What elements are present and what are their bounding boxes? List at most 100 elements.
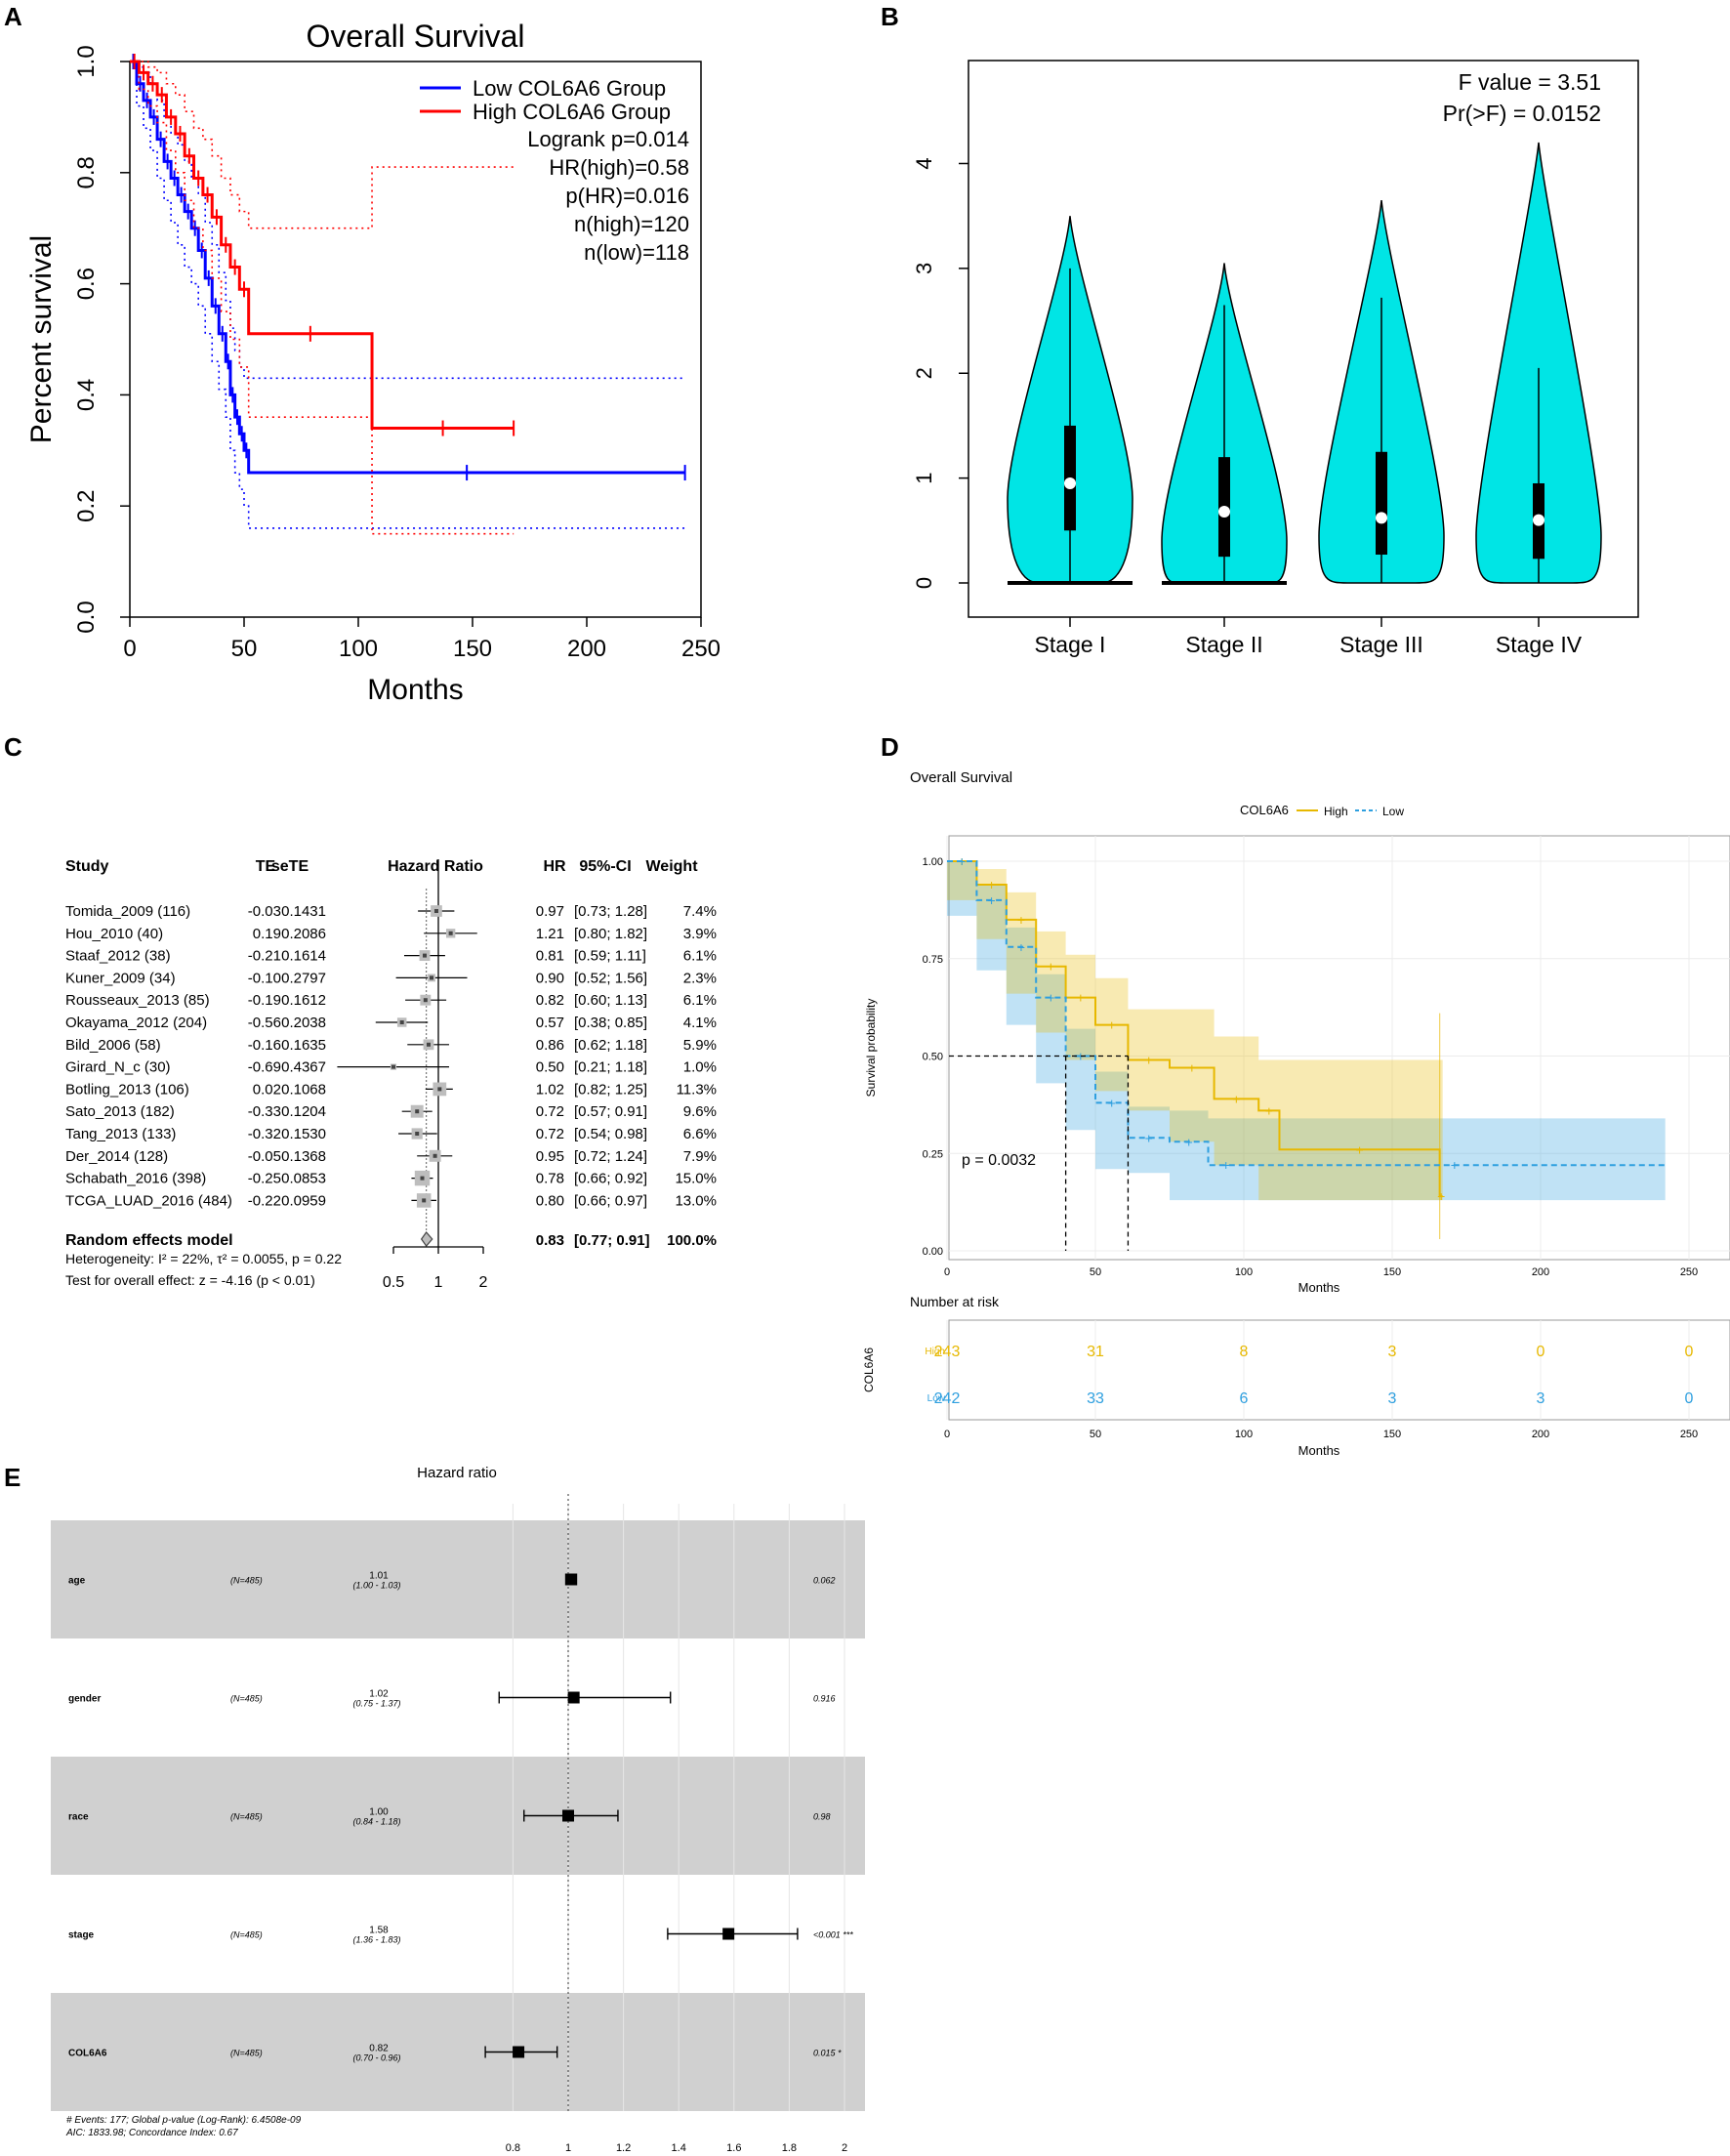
low-censor-mark: + [1017, 939, 1025, 955]
study-name: Botling_2013 (106) [65, 1081, 189, 1098]
p-value: 0.916 [813, 1694, 836, 1704]
column-header: seTE [271, 858, 309, 875]
risk-count: 0 [1685, 1390, 1694, 1407]
hr-value: 0.95 [536, 1148, 564, 1165]
low-censor-mark: + [988, 892, 996, 908]
y-axis-label: Survival probability [864, 999, 878, 1098]
high-censor-mark: + [1108, 1017, 1116, 1033]
low-survival-curve [947, 860, 1666, 1167]
risk-count: 3 [1388, 1344, 1397, 1360]
study-name: Schabath_2016 (398) [65, 1171, 206, 1187]
study-point [448, 931, 453, 935]
risk-group-label: Low [927, 1393, 946, 1404]
te-value: -0.32 [248, 1126, 281, 1142]
risk-x-tick-label: 0 [944, 1429, 950, 1440]
ci-value: (0.70 - 0.96) [352, 2053, 400, 2063]
study-name: Bild_2006 (58) [65, 1037, 161, 1054]
sete-value: 0.2086 [281, 926, 326, 942]
category-label: Stage IV [1496, 632, 1583, 657]
weight-value: 6.6% [683, 1126, 717, 1142]
x-tick-label: 1.4 [672, 2142, 686, 2154]
risk-x-tick-label: 100 [1235, 1429, 1253, 1440]
hr-value: 1.21 [536, 926, 564, 942]
hr-value: 0.86 [536, 1037, 564, 1054]
study-name: Girard_N_c (30) [65, 1059, 171, 1076]
y-tick-label: 0.2 [73, 490, 100, 522]
high-censor-mark: + [1047, 959, 1054, 974]
risk-table-frame [948, 1319, 1730, 1421]
low-censor-mark: + [1145, 1130, 1153, 1145]
sete-value: 0.1614 [281, 948, 326, 965]
te-value: -0.05 [248, 1148, 281, 1165]
hr-value: 0.82 [369, 2044, 389, 2054]
high-censor-mark: + [1188, 1059, 1196, 1075]
high-censor-mark: + [1145, 1052, 1153, 1067]
panel-label-c: C [4, 732, 22, 762]
column-header: Weight [645, 858, 698, 875]
study-point [430, 975, 434, 980]
hr-value: 1.58 [369, 1926, 389, 1936]
ci-value: [0.73; 1.28] [574, 903, 647, 920]
high-censor-mark: + [1437, 1188, 1445, 1204]
x-tick-label: 2 [842, 2142, 847, 2154]
footer-events: # Events: 177; Global p-value (Log-Rank)… [66, 2115, 302, 2126]
plot-frame [129, 61, 702, 618]
hr-point [562, 1809, 574, 1822]
pvalue-label: p = 0.0032 [962, 1152, 1036, 1169]
low-censor-mark: + [958, 853, 966, 869]
y-tick-label: 3 [912, 263, 936, 274]
sete-value: 0.1368 [281, 1148, 326, 1165]
high-censor-mark: + [1017, 912, 1025, 928]
study-name: Tomida_2009 (116) [65, 903, 190, 920]
risk-count: 3 [1537, 1390, 1545, 1407]
stat-annotation: F value = 3.51 [1459, 69, 1601, 95]
risk-count: 33 [1087, 1390, 1104, 1407]
ci-value: (0.75 - 1.37) [352, 1699, 400, 1709]
plot-frame [968, 60, 1639, 618]
sete-value: 0.0959 [281, 1192, 326, 1209]
ci-value: [0.80; 1.82] [574, 926, 647, 942]
legend-label: Low COL6A6 Group [473, 76, 666, 101]
risk-count: 0 [1537, 1344, 1545, 1360]
study-point [399, 1020, 404, 1024]
hr-value: 0.80 [536, 1192, 564, 1209]
sete-value: 0.2797 [281, 970, 326, 986]
low-ci-lower [130, 61, 685, 529]
y-tick-label: 1.0 [73, 45, 100, 77]
category-label: Stage II [1185, 632, 1262, 657]
cox-forest-e: Hazard ratio age (N=485) 1.01(1.00 - 1.03) 0… [51, 1465, 865, 2154]
te-value: -0.16 [248, 1037, 281, 1054]
low-censor-mark: + [1222, 1157, 1230, 1173]
x-tick-label: 0 [123, 636, 136, 662]
summary-hr: 0.83 [536, 1232, 564, 1249]
risk-x-tick-label: 150 [1383, 1429, 1401, 1440]
x-tick-label: 1 [565, 2142, 571, 2154]
te-value: 0.19 [253, 926, 281, 942]
weight-value: 9.6% [683, 1103, 717, 1120]
risk-table-title: Number at risk [910, 1294, 1000, 1309]
high-censor-mark: + [1355, 1141, 1363, 1157]
high-censor-mark: + [958, 853, 966, 869]
chart-title: Hazard ratio [417, 1465, 497, 1481]
column-header: Hazard Ratio [388, 858, 483, 875]
study-point [437, 1087, 442, 1092]
weight-value: 5.9% [683, 1037, 717, 1054]
x-axis-label: Months [367, 674, 463, 706]
y-tick-label: 0.4 [73, 379, 100, 411]
y-tick-label: 0.75 [923, 954, 943, 966]
legend-label-high: High [1324, 805, 1348, 818]
plot-frame [948, 835, 1730, 1261]
km-chart-d: Overall Survival COL6A6 High Low 0 50 100 150 20… [862, 769, 1730, 1458]
y-tick-label: 0.50 [923, 1052, 943, 1063]
hr-point [513, 2046, 525, 2058]
ci-value: [0.21; 1.18] [574, 1059, 647, 1076]
chart-title: Overall Survival [306, 19, 524, 54]
te-value: -0.03 [248, 903, 281, 920]
row-band [51, 1520, 865, 1638]
hr-value: 0.90 [536, 970, 564, 986]
low-censor-mark: + [1047, 990, 1054, 1006]
p-value: <0.001 *** [813, 1930, 853, 1940]
variable-name: gender [68, 1694, 101, 1705]
hr-value: 1.01 [369, 1571, 389, 1582]
km-chart-a: Overall Survival 0 50 100 150 200 250 0.0 0.2 0.4… [25, 19, 721, 706]
